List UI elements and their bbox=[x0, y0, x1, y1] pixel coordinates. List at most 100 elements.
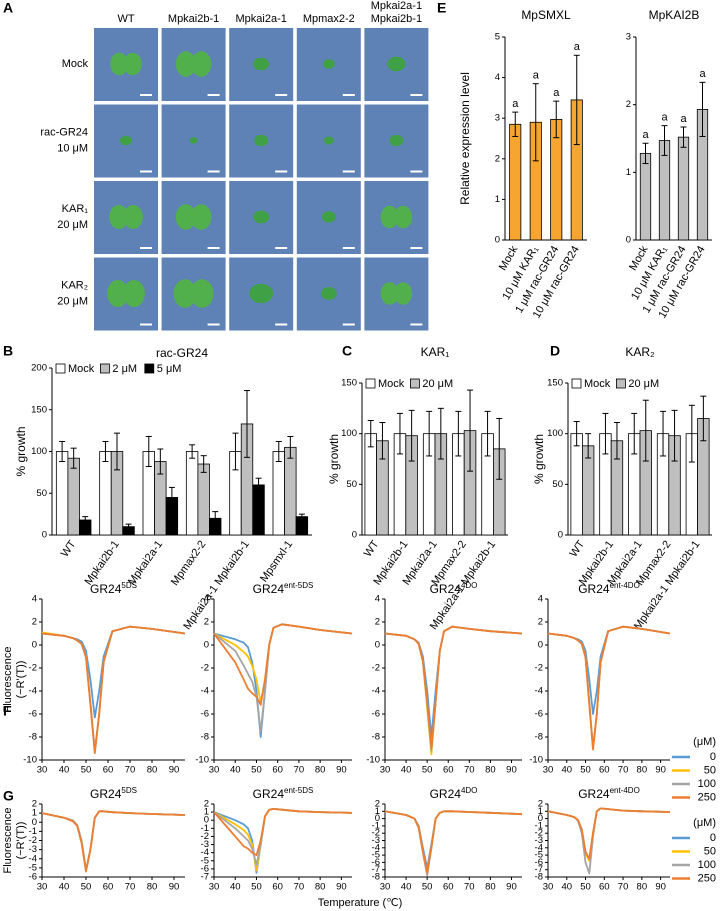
x-tick-label: 90 bbox=[506, 765, 517, 776]
x-tick-label: 40 bbox=[230, 765, 241, 776]
line bbox=[213, 808, 353, 856]
legend-swatch bbox=[55, 363, 66, 374]
x-tick-label: 60 bbox=[103, 765, 114, 776]
significance-label: a bbox=[680, 113, 687, 125]
error-bar bbox=[189, 444, 196, 459]
legend-label: 100 bbox=[698, 859, 716, 871]
line bbox=[384, 810, 523, 877]
y-tick-label: 0 bbox=[352, 530, 357, 541]
column-label: Mpkai2b-1 bbox=[168, 13, 219, 25]
y-tick-label: -5 bbox=[201, 855, 209, 866]
y-tick-label: -6 bbox=[372, 857, 380, 868]
chart-title: MpKAI2B bbox=[649, 8, 700, 22]
title-superscript: ent-4DO bbox=[610, 786, 640, 795]
y-tick-label: -4 bbox=[29, 853, 37, 864]
x-tick-label: 70 bbox=[618, 882, 629, 893]
y-tick-label: 0 bbox=[495, 235, 500, 246]
error-bar bbox=[467, 389, 474, 472]
x-tick-label: 90 bbox=[655, 882, 666, 893]
y-tick-label: -3 bbox=[372, 835, 380, 846]
bar bbox=[570, 433, 583, 536]
y-tick-label: 50 bbox=[36, 488, 47, 499]
row-label: 20 μM bbox=[57, 219, 88, 231]
bar bbox=[284, 446, 297, 536]
y-tick-label: 3 bbox=[626, 32, 631, 43]
plant bbox=[175, 51, 197, 77]
error-bar bbox=[512, 111, 519, 137]
legend-swatch bbox=[571, 378, 582, 389]
x-tick-label: 70 bbox=[464, 765, 475, 776]
legend-swatch bbox=[365, 378, 376, 389]
x-tick-label: 60 bbox=[599, 882, 610, 893]
y-tick-label: -1 bbox=[372, 820, 380, 831]
y-tick-label: 150 bbox=[31, 404, 47, 415]
error-bar bbox=[426, 410, 433, 457]
y-tick-label: -6 bbox=[29, 872, 37, 883]
bar bbox=[99, 451, 112, 536]
x-axis-label: Temperature (℃) bbox=[318, 897, 403, 909]
plant bbox=[249, 283, 274, 304]
chart-title: GR24ent-4DO bbox=[578, 581, 640, 596]
error-bar bbox=[700, 395, 707, 442]
x-tick-label: 50 bbox=[251, 882, 262, 893]
y-tick-label: -10 bbox=[195, 755, 209, 766]
line bbox=[384, 810, 523, 875]
y-tick-label: -2 bbox=[201, 663, 209, 674]
error-bar bbox=[379, 422, 386, 460]
legend-label: 2 μM bbox=[112, 363, 137, 375]
y-tick-label: 0 bbox=[204, 640, 209, 651]
x-tick-label: 40 bbox=[561, 765, 572, 776]
y-tick-label: 1 bbox=[32, 808, 37, 819]
x-tick-label: 40 bbox=[59, 882, 70, 893]
y-tick-label: 2 bbox=[538, 799, 543, 810]
title-superscript: 5DS bbox=[121, 786, 137, 795]
y-tick-label: 2 bbox=[375, 799, 380, 810]
error-bar bbox=[408, 409, 415, 462]
plant bbox=[107, 280, 129, 307]
y-tick-label: -4 bbox=[372, 686, 380, 697]
x-tick-label: 40 bbox=[401, 765, 412, 776]
y-tick-label: 100 bbox=[341, 428, 357, 439]
x-tick-label: 50 bbox=[81, 765, 92, 776]
legend-label: 5 μM bbox=[157, 363, 182, 375]
y-tick-label: -2 bbox=[535, 663, 543, 674]
y-tick-label: -8 bbox=[201, 732, 209, 743]
y-tick-label: 150 bbox=[341, 378, 357, 389]
y-axis-label: % growth bbox=[327, 434, 341, 484]
error-bar bbox=[125, 523, 132, 530]
y-tick-label: -10 bbox=[529, 755, 543, 766]
y-axis-label: Fluorescence bbox=[2, 807, 14, 873]
line bbox=[384, 810, 523, 874]
line bbox=[41, 625, 186, 752]
y-tick-label: -6 bbox=[201, 709, 209, 720]
line bbox=[41, 625, 186, 719]
y-tick-label: 1 bbox=[626, 167, 631, 178]
chart-title: GR244DO bbox=[430, 581, 478, 596]
plant bbox=[387, 56, 406, 72]
y-tick-label: -8 bbox=[372, 872, 380, 883]
y-tick-label: -8 bbox=[535, 872, 543, 883]
y-tick-label: 0 bbox=[538, 813, 543, 824]
chart-title: KAR₂ bbox=[625, 345, 655, 359]
x-tick-label: 70 bbox=[464, 882, 475, 893]
line bbox=[213, 623, 353, 704]
column-label: Mpmax2-2 bbox=[303, 13, 355, 25]
legend-label: 50 bbox=[704, 764, 716, 776]
line bbox=[213, 623, 353, 738]
y-tick-label: -7 bbox=[535, 864, 543, 875]
y-tick-label: -7 bbox=[201, 872, 209, 883]
panel-label: D bbox=[550, 343, 560, 359]
error-bar bbox=[642, 399, 649, 462]
error-bar bbox=[660, 410, 667, 457]
y-axis-label: Fluorescence bbox=[2, 646, 14, 712]
x-tick-label: 30 bbox=[37, 882, 48, 893]
y-tick-label: 2 bbox=[32, 799, 37, 810]
line bbox=[547, 807, 671, 875]
line bbox=[384, 625, 523, 752]
y-tick-label: -3 bbox=[201, 839, 209, 850]
plant bbox=[123, 280, 145, 307]
line bbox=[547, 625, 671, 751]
significance-label: a bbox=[553, 87, 560, 99]
panel-label: B bbox=[3, 343, 13, 359]
